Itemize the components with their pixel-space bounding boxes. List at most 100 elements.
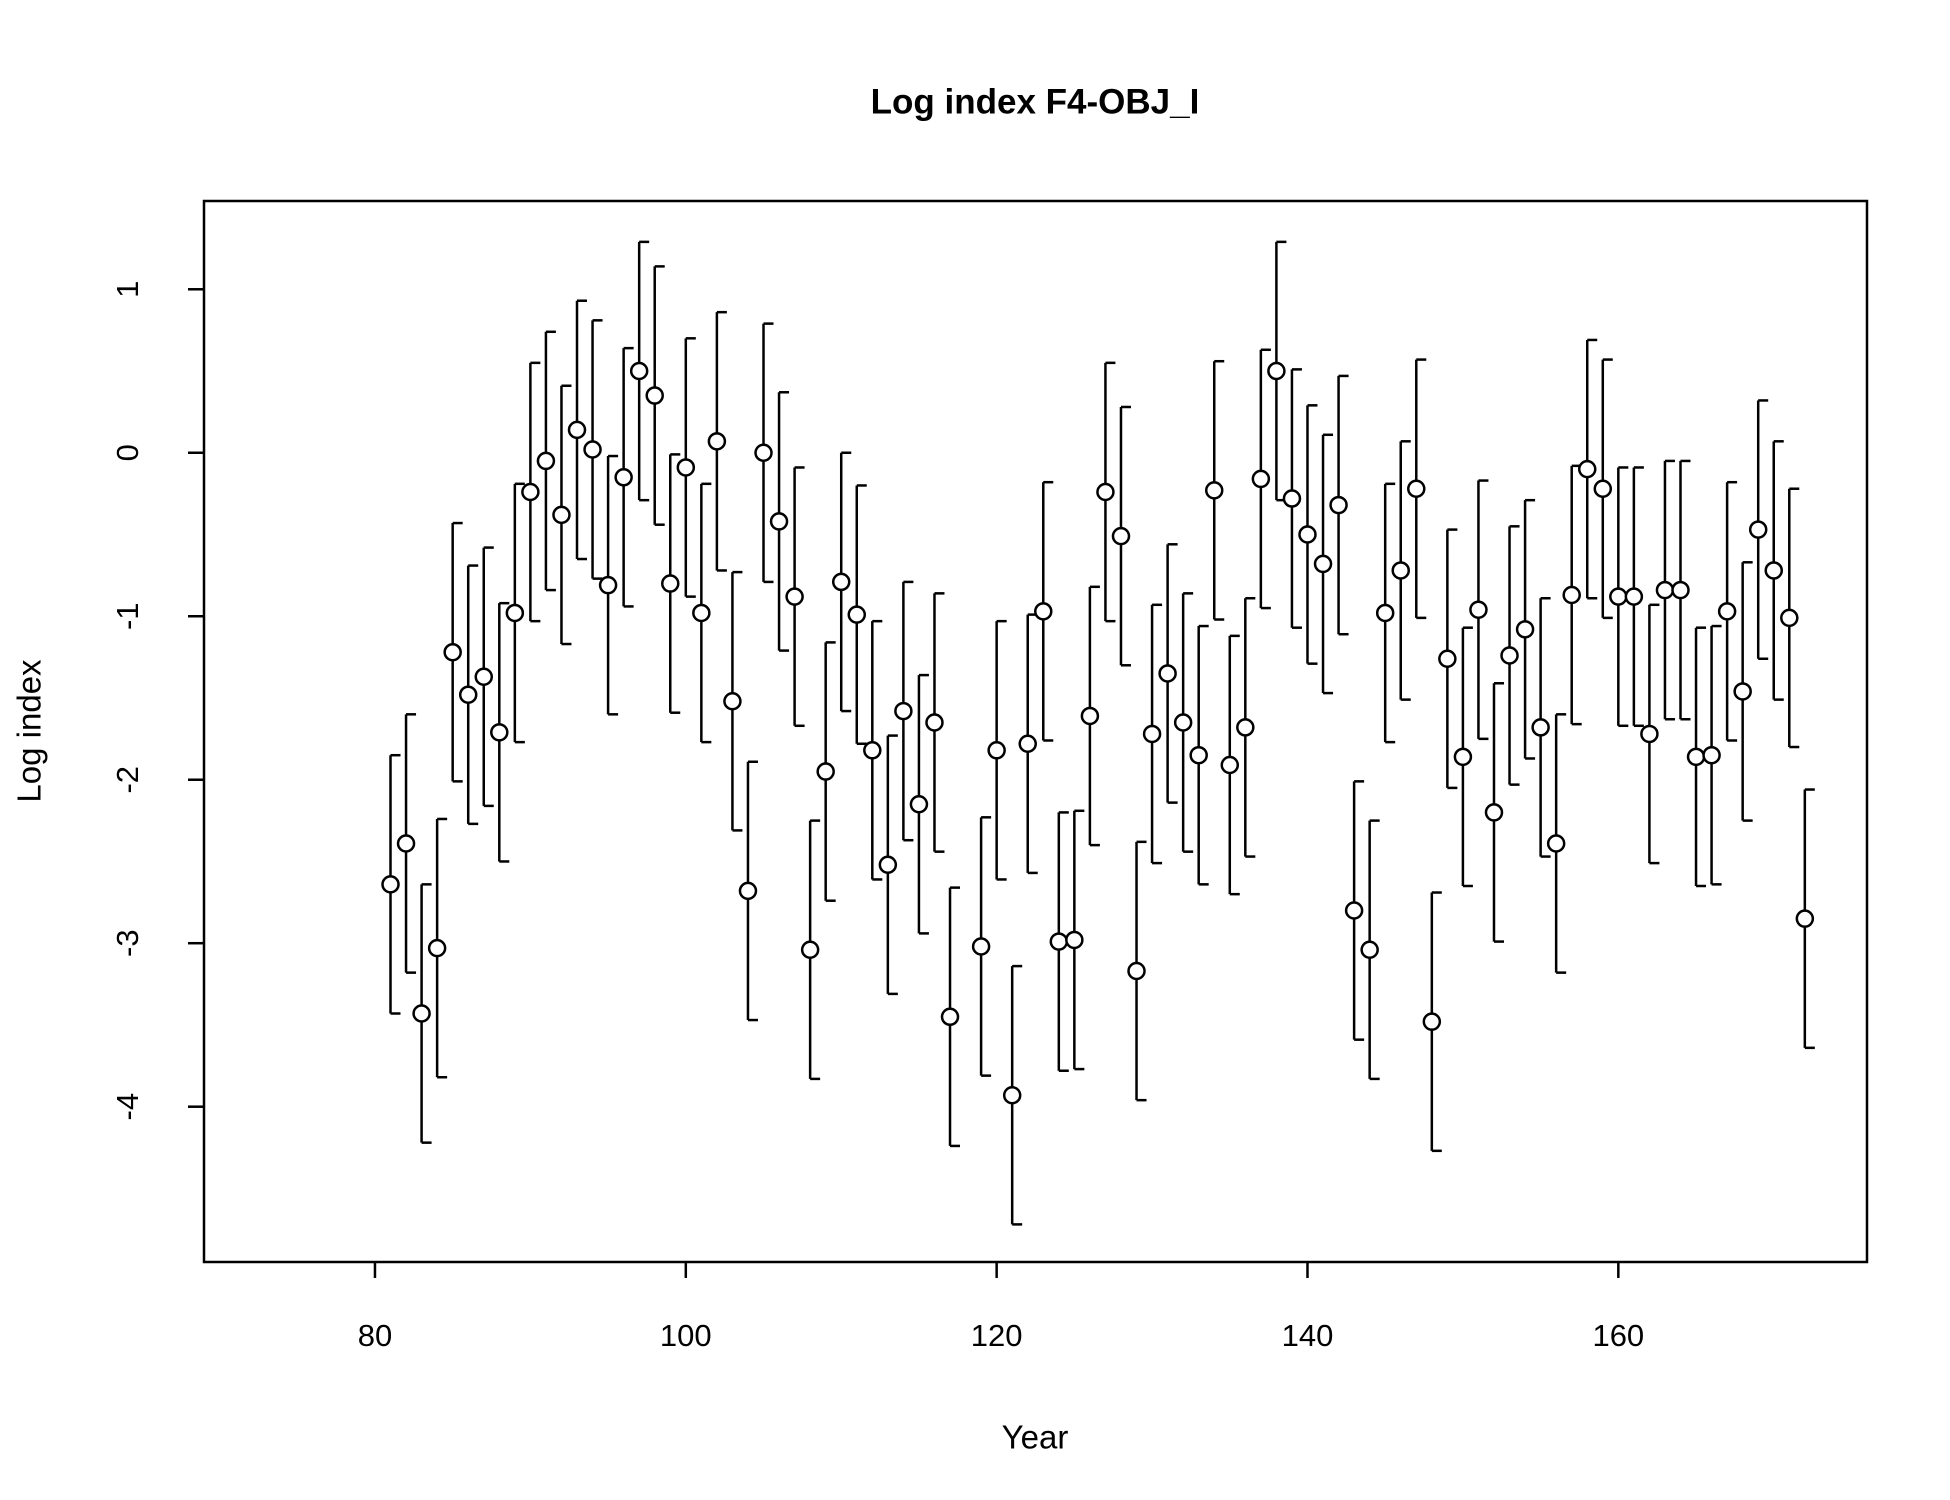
point (1220, 755, 1240, 775)
chart-title: Log index F4-OBJ_I (871, 82, 1200, 121)
point (1127, 961, 1146, 981)
point (505, 603, 525, 623)
point (1344, 901, 1364, 920)
y-tick-label: 0 (110, 444, 145, 461)
point (1764, 561, 1783, 580)
point (1795, 909, 1815, 928)
point (971, 937, 991, 956)
point (1282, 489, 1302, 508)
point (1438, 649, 1457, 669)
x-tick-label: 120 (971, 1318, 1023, 1353)
y-tick-label: 1 (110, 281, 145, 298)
point (1624, 587, 1644, 606)
point (863, 741, 882, 760)
point (1189, 745, 1208, 765)
point (1733, 682, 1752, 701)
point (443, 642, 462, 662)
point (1531, 718, 1550, 737)
x-tick-label: 140 (1282, 1318, 1334, 1353)
x-tick-label: 160 (1592, 1318, 1644, 1353)
point (1453, 747, 1473, 767)
y-tick-label: -4 (110, 1093, 145, 1121)
point (458, 685, 478, 704)
point (1671, 580, 1690, 600)
point (1686, 747, 1706, 767)
point (1251, 469, 1271, 489)
point (396, 834, 416, 853)
plot-frame (202, 199, 1869, 1264)
point (692, 603, 711, 623)
point (1018, 734, 1037, 754)
x-tick-label: 100 (660, 1318, 712, 1353)
point (1375, 603, 1395, 623)
point (1407, 479, 1426, 498)
point (567, 420, 587, 440)
point (1313, 554, 1333, 574)
point (1096, 482, 1115, 502)
point (925, 713, 944, 732)
point (1780, 608, 1799, 628)
point (583, 440, 602, 459)
point (474, 667, 494, 686)
x-axis-label: Year (1002, 1419, 1069, 1456)
point (800, 940, 820, 959)
point (1002, 1085, 1022, 1105)
point (1034, 602, 1053, 621)
point (940, 1007, 960, 1027)
point (1748, 520, 1768, 539)
point (552, 505, 571, 525)
point (676, 458, 696, 477)
point (1577, 459, 1597, 479)
point (412, 1004, 431, 1023)
x-tick-label: 80 (358, 1318, 392, 1353)
point (381, 875, 400, 894)
point (1702, 745, 1721, 765)
point (1065, 930, 1084, 950)
point (785, 587, 804, 606)
point (1469, 600, 1488, 619)
point (1655, 580, 1675, 600)
point (1173, 713, 1193, 732)
point (909, 794, 929, 814)
point (598, 575, 618, 595)
point (521, 482, 540, 502)
point (1484, 803, 1504, 822)
point (1267, 361, 1286, 381)
point (536, 451, 556, 471)
point (614, 468, 633, 487)
point (1236, 718, 1255, 737)
point (878, 855, 898, 874)
point (1500, 646, 1519, 665)
point (1142, 724, 1162, 744)
point (661, 574, 680, 593)
point (1298, 525, 1317, 544)
point (987, 741, 1006, 760)
point (1391, 561, 1410, 580)
point (816, 762, 835, 781)
point (490, 723, 509, 742)
point (1329, 495, 1348, 515)
point (1360, 940, 1379, 959)
point (769, 512, 789, 531)
point (1562, 585, 1581, 605)
point (1111, 526, 1131, 546)
point (1640, 724, 1659, 744)
y-tick-label: -1 (110, 602, 145, 630)
point (754, 443, 773, 463)
point (645, 386, 664, 405)
y-tick-label: -3 (110, 929, 145, 957)
point (831, 572, 851, 592)
y-axis-label: Log index (11, 659, 48, 803)
point (629, 361, 649, 381)
point (1717, 602, 1737, 621)
point (1546, 834, 1566, 853)
point (1204, 481, 1224, 500)
point (1158, 664, 1177, 683)
point (1080, 706, 1100, 726)
point (1422, 1012, 1442, 1031)
point (894, 701, 913, 721)
point (1049, 932, 1069, 951)
y-tick-label: -2 (110, 766, 145, 794)
point (707, 432, 727, 451)
